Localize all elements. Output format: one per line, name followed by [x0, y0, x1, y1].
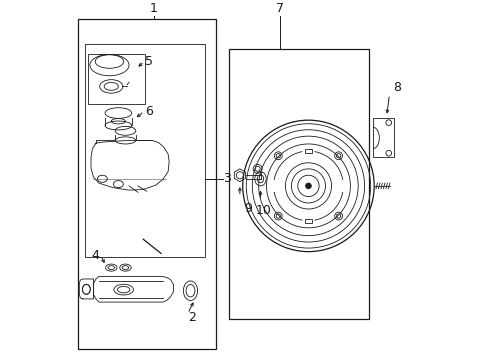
Text: 2: 2 — [187, 311, 195, 324]
Text: 8: 8 — [392, 81, 401, 94]
Text: 4: 4 — [91, 249, 99, 262]
Bar — [372, 118, 393, 157]
Text: 9: 9 — [244, 202, 251, 215]
Text: 1: 1 — [150, 3, 158, 15]
Bar — [228, 49, 368, 319]
Text: 7: 7 — [275, 3, 284, 15]
Text: 10: 10 — [256, 204, 271, 217]
Circle shape — [305, 183, 311, 189]
Text: 5: 5 — [145, 55, 153, 68]
Bar — [88, 54, 145, 104]
Bar — [77, 19, 216, 349]
Bar — [305, 149, 311, 153]
Text: 3: 3 — [223, 172, 231, 185]
Bar — [84, 44, 205, 257]
Bar — [305, 219, 311, 223]
Text: 6: 6 — [145, 105, 153, 118]
